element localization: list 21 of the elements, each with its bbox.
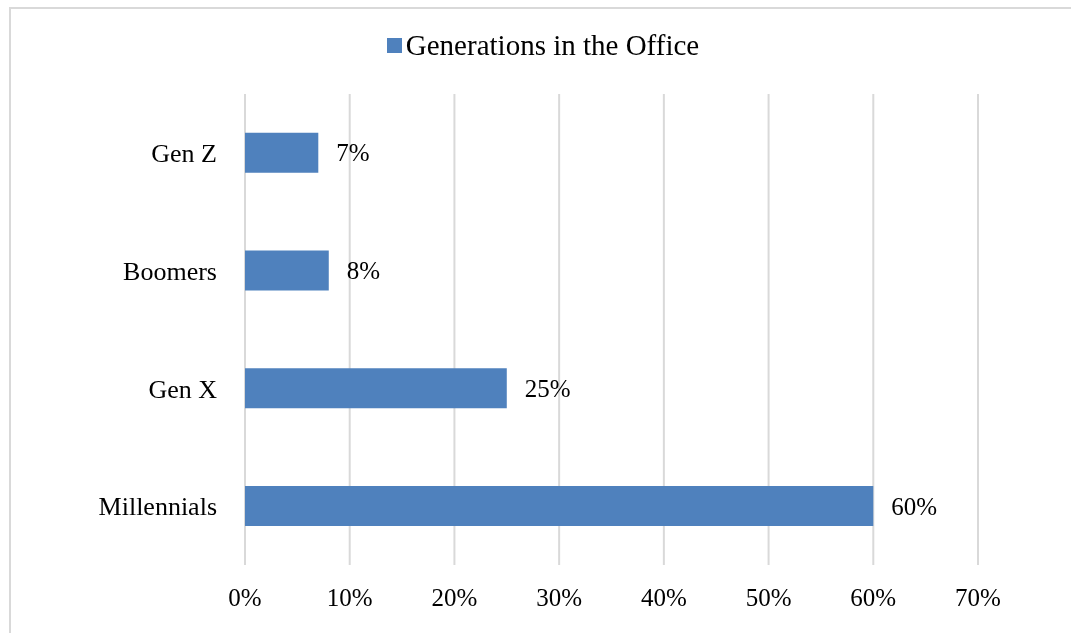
data-label: 60% <box>891 492 938 520</box>
data-label: 7% <box>336 139 370 167</box>
y-tick-label: Boomers <box>123 256 217 286</box>
data-label: 8% <box>346 257 381 285</box>
y-tick-label: Millennials <box>98 492 217 522</box>
x-tick-label: 60% <box>850 583 897 611</box>
x-tick-label: 10% <box>326 583 373 611</box>
data-label: 25% <box>524 374 571 402</box>
bar <box>245 250 329 291</box>
y-tick-label: Gen X <box>148 374 218 404</box>
bar <box>245 132 319 173</box>
x-tick-label: 30% <box>536 583 583 611</box>
x-tick-label: 20% <box>431 583 478 611</box>
legend-label: Generations in the Office <box>405 28 700 62</box>
y-tick-label: Gen Z <box>151 139 217 169</box>
bar <box>245 368 507 409</box>
x-tick-label: 0% <box>228 583 262 611</box>
bar <box>245 486 874 527</box>
x-tick-label: 40% <box>640 583 687 611</box>
x-tick-label: 50% <box>745 583 792 611</box>
x-tick-label: 70% <box>955 583 1001 611</box>
